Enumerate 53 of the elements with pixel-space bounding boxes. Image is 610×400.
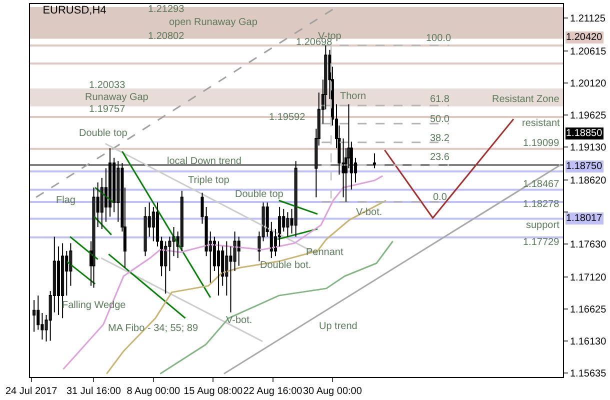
annotation: 1.19592	[269, 112, 306, 123]
annotation: open Runaway Gap	[169, 17, 258, 28]
annotation: 0.0	[433, 192, 448, 203]
annotation: 1.18467	[523, 179, 560, 190]
y-tick-label: 1.17630	[570, 239, 607, 250]
y-tick-label: 1.16625	[570, 304, 607, 316]
x-tick-label: 15 Aug 08:00	[184, 386, 243, 397]
chart-title: EURUSD,H4	[42, 4, 106, 17]
annotation: 61.8	[430, 94, 450, 105]
annotation: support	[526, 220, 560, 231]
annotation: 23.6	[430, 152, 450, 163]
annotation: 100.0	[426, 33, 452, 44]
y-tick-label: 1.17120	[570, 272, 607, 284]
annotation: Pennant	[306, 247, 344, 258]
annotation: V-bot.	[226, 315, 252, 326]
y-tick-label: 1.15635	[570, 368, 607, 380]
annotation: Resistant Zone	[492, 94, 560, 105]
y-tick-label: 1.19130	[570, 142, 607, 154]
ref-line-label: 1.20420	[566, 32, 603, 43]
y-tick-label: 1.21125	[570, 13, 606, 24]
ref-line-label: 1.18017	[566, 213, 603, 224]
annotation: Flag	[56, 195, 76, 206]
annotation: Double bot.	[260, 260, 312, 271]
annotation: Double top	[79, 128, 128, 139]
x-tick-label: 22 Aug 16:00	[243, 386, 303, 397]
annotation: 1.18278	[523, 199, 560, 210]
y-tick-label: 1.20120	[570, 78, 607, 90]
annotation: 1.17729	[523, 237, 560, 248]
annotation: 1.19099	[523, 138, 560, 149]
y-tick-label: 1.20615	[570, 46, 607, 58]
annotation: 38.2	[430, 133, 450, 144]
annotation: 50.0	[430, 114, 450, 125]
annotation: Thorn	[340, 91, 366, 102]
annotation: Runaway Gap	[85, 92, 149, 103]
annotation: local Down trend	[167, 156, 242, 167]
x-tick-label: 24 Jul 2017	[6, 386, 58, 397]
y-tick-label: 1.16130	[570, 336, 607, 348]
x-tick-label: 31 Jul 16:00	[66, 386, 122, 397]
ref-line-label: 1.18750	[566, 161, 603, 172]
annotation: Up trend	[319, 321, 358, 332]
annotation: resistant	[522, 118, 560, 129]
annotation: 1.20033	[89, 80, 126, 91]
annotation: 1.21293	[148, 4, 185, 15]
x-tick-label: 8 Aug 00:00	[126, 386, 181, 397]
annotation: 1.19757	[89, 104, 126, 115]
y-tick-label: 1.18620	[570, 175, 607, 186]
y-tick-label: 1.19625	[570, 110, 607, 122]
ref-line-label: 1.18850	[566, 128, 603, 139]
annotation: Triple top	[188, 175, 230, 186]
annotation: 1.20802	[148, 31, 185, 42]
annotation: Double top	[235, 189, 284, 200]
x-tick-label: 30 Aug 00:00	[302, 386, 362, 397]
annotation: MA Fibo - 34; 55; 89	[108, 323, 198, 334]
